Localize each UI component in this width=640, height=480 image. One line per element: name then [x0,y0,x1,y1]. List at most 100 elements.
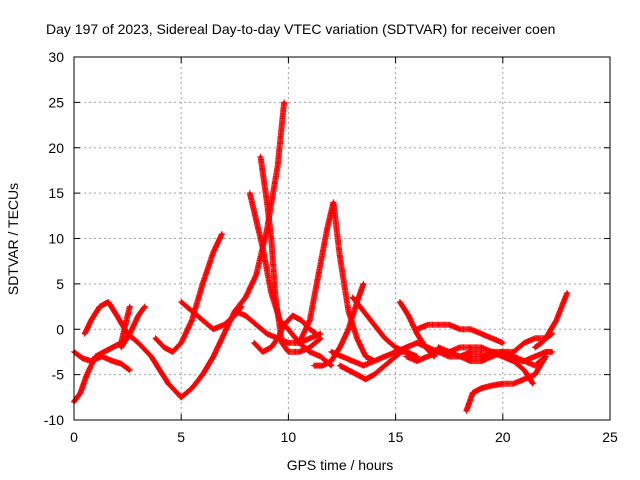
data-point [458,327,462,331]
data-point [259,155,263,159]
data-point [83,332,87,336]
data-point [162,345,166,349]
data-point [297,350,301,354]
data-point [372,373,376,377]
data-point [286,327,290,331]
y-tick-label: -5 [52,367,65,383]
data-point [128,332,132,336]
data-point [346,327,350,331]
data-point [512,359,516,363]
data-point [355,336,359,340]
data-point [269,237,273,240]
data-point [533,336,537,340]
data-point [282,323,286,327]
data-point [533,364,537,368]
data-point [490,354,494,358]
data-point [490,384,494,388]
series-arc3 [81,299,185,401]
data-point [458,354,462,358]
series-arc11 [251,312,320,355]
data-point [78,391,82,395]
y-tick-label: 25 [48,94,64,110]
y-tick-label: 10 [48,231,64,247]
data-point [512,382,516,386]
data-point [479,354,483,358]
data-point [190,386,194,390]
data-point [479,345,483,349]
data-point [364,377,368,381]
series-arc22 [463,353,549,414]
data-point [321,364,325,368]
series-arc24 [489,348,556,364]
data-point [308,336,312,340]
data-point [338,364,342,368]
data-series [71,99,571,414]
data-point [265,332,269,336]
x-tick-label: 25 [602,429,618,445]
data-point [522,341,526,345]
data-point [501,341,505,345]
data-point [383,336,387,340]
data-point [346,368,350,372]
data-point [383,364,387,368]
data-point [415,327,419,331]
series-arc20 [414,321,506,346]
data-point [479,359,483,363]
data-point [522,377,526,381]
data-point [220,232,224,236]
series-arc14 [336,344,410,383]
data-point [415,332,419,336]
data-point [201,282,205,286]
data-point [544,350,548,354]
y-tick-label: 20 [48,140,64,156]
data-point [426,323,430,327]
y-tick-label: 5 [56,276,64,292]
data-point [98,305,102,309]
data-point [329,364,333,368]
data-point [269,291,273,295]
data-point [533,373,537,377]
data-point [469,350,473,354]
data-point [316,273,320,277]
data-point [136,314,140,318]
data-point [539,341,543,345]
data-point [269,345,273,349]
data-point [479,350,483,354]
data-point [89,318,93,322]
data-point [501,354,505,358]
x-tick-label: 5 [177,429,185,445]
x-axis-title: GPS time / hours [287,457,394,473]
data-point [415,341,419,345]
data-point [179,300,183,304]
data-point [338,345,342,349]
series-arc7 [178,299,245,333]
data-point [254,218,258,222]
data-point [106,300,110,304]
data-point [244,314,248,318]
data-point [501,350,505,354]
data-point [254,323,258,327]
data-point [372,359,376,363]
data-point [554,318,558,322]
data-point [261,246,265,250]
x-tick-label: 10 [281,429,297,445]
data-point [111,359,115,363]
data-point [329,359,333,363]
data-point [128,368,132,372]
data-point [338,255,342,259]
data-point [394,345,398,349]
data-point [158,368,162,372]
x-tick-label: 20 [495,429,511,445]
data-point [102,350,106,354]
data-point [314,332,318,336]
data-point [297,341,301,345]
y-tick-label: 15 [48,185,64,201]
data-point [308,327,312,331]
data-point [280,341,284,345]
data-point [394,354,398,358]
data-point [447,350,451,354]
data-point [211,327,215,331]
data-point [355,373,359,377]
data-point [340,354,344,358]
chart-title: Day 197 of 2023, Sidereal Day-to-day VTE… [46,21,555,37]
